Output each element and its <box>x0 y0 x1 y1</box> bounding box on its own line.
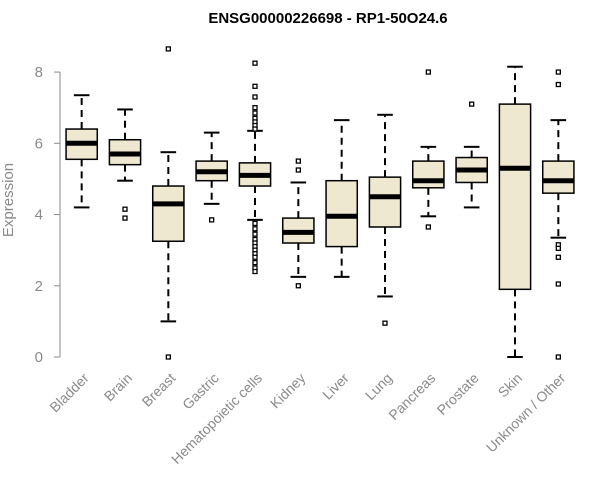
y-axis-label: Expression <box>0 163 17 237</box>
outlier-point <box>165 354 171 360</box>
box-liver <box>325 119 359 278</box>
outlier-point <box>555 254 561 260</box>
boxes <box>65 46 575 360</box>
outlier-point <box>425 69 431 75</box>
outlier-point <box>209 217 215 223</box>
outlier-point <box>252 94 258 100</box>
outlier-point <box>252 105 258 111</box>
outlier-point <box>555 245 561 252</box>
box-bladder <box>65 94 99 209</box>
outlier-point <box>165 46 171 52</box>
box-skin <box>498 65 532 358</box>
box-prostate <box>455 101 489 209</box>
x-tick-label: Bladder <box>46 370 92 416</box>
box-iqr <box>151 185 185 242</box>
x-tick-label: Prostate <box>434 370 482 418</box>
outlier-point <box>252 220 258 227</box>
outlier-point <box>252 231 258 237</box>
y-tick-label: 4 <box>35 207 43 224</box>
box-pancreas <box>411 69 445 230</box>
box-hematopoietic-cells <box>238 60 272 275</box>
box-iqr <box>498 103 532 291</box>
y-tick-label: 0 <box>35 349 43 366</box>
x-tick-label: Breast <box>139 370 179 410</box>
box-unknown-other <box>541 69 575 360</box>
outlier-point <box>122 215 128 221</box>
outlier-point <box>555 81 561 88</box>
box-brain <box>108 108 142 221</box>
outlier-point <box>555 354 561 360</box>
x-tick-label: Liver <box>319 370 352 403</box>
axes: 0 2 4 6 8 <box>35 64 61 366</box>
y-tick-label: 8 <box>35 64 43 81</box>
outlier-point <box>295 283 301 289</box>
outlier-point <box>295 167 301 173</box>
outlier-point <box>382 320 388 326</box>
outlier-point <box>555 281 561 287</box>
box-kidney <box>281 158 315 289</box>
x-tick-label: Pancreas <box>385 370 438 423</box>
box-breast <box>151 46 185 360</box>
y-tick-label: 2 <box>35 278 43 295</box>
outlier-point <box>252 259 258 266</box>
x-tick-label: Lung <box>362 370 395 403</box>
outlier-point <box>295 158 301 164</box>
x-tick-label: Gastric <box>179 370 222 413</box>
outlier-point <box>252 110 258 116</box>
y-tick-label: 6 <box>35 135 43 152</box>
x-tick-label: Kidney <box>267 370 309 412</box>
outlier-point <box>425 224 431 230</box>
box-gastric <box>195 131 229 223</box>
outlier-point <box>252 226 258 232</box>
x-tick-label: Unknown / Other <box>483 370 569 456</box>
box-iqr <box>325 179 359 248</box>
outlier-point <box>252 126 258 132</box>
outlier-point <box>252 83 258 89</box>
outlier-point <box>252 60 258 66</box>
box-lung <box>368 113 402 326</box>
x-tick-label: Brain <box>101 370 135 404</box>
box-iqr <box>541 160 575 194</box>
box-iqr <box>368 176 402 228</box>
outlier-point <box>252 254 258 260</box>
outlier-point <box>122 206 128 212</box>
outlier-point <box>555 69 561 75</box>
chart-title: ENSG00000226698 - RP1-50O24.6 <box>208 10 447 27</box>
outlier-point <box>252 268 258 275</box>
x-tick-label: Skin <box>495 370 526 401</box>
outlier-point <box>469 101 475 107</box>
box-iqr <box>411 160 445 189</box>
